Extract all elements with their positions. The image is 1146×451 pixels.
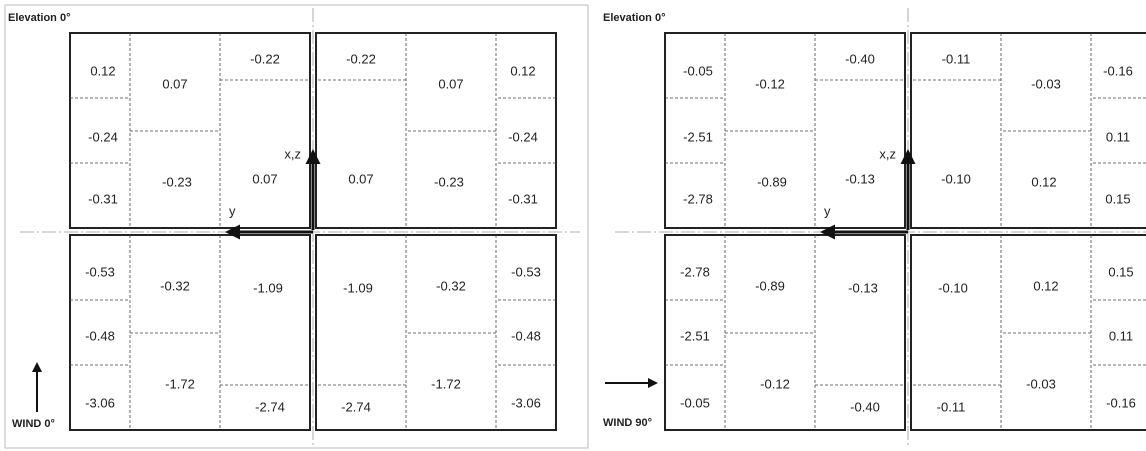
quadrant	[664, 32, 906, 229]
pressure-value: -0.24	[88, 129, 118, 144]
pressure-value: 0.12	[90, 63, 115, 78]
pressure-value: -0.11	[937, 399, 966, 414]
pressure-value: -0.10	[938, 280, 968, 295]
panel-frame	[4, 4, 589, 449]
pressure-value: -0.40	[845, 51, 875, 66]
pressure-value: -0.13	[848, 280, 878, 295]
pressure-value: -0.22	[346, 51, 376, 66]
pressure-value: -2.51	[680, 328, 710, 343]
pressure-value: -0.31	[88, 191, 118, 206]
panel-title: Elevation 0°	[8, 12, 70, 24]
pressure-value: 0.07	[252, 171, 277, 186]
pressure-value: -0.03	[1031, 76, 1061, 91]
pressure-value: -0.24	[508, 129, 538, 144]
quadrant	[910, 32, 1146, 229]
pressure-value: -1.72	[165, 376, 195, 391]
quadrant	[69, 234, 311, 431]
pressure-value: -1.09	[253, 280, 283, 295]
pressure-value: -2.78	[680, 264, 710, 279]
pressure-value: -0.31	[508, 191, 538, 206]
pressure-value: 0.12	[510, 63, 535, 78]
pressure-value: 0.12	[1031, 174, 1056, 189]
pressure-value: 0.15	[1108, 264, 1133, 279]
pressure-value: -2.74	[341, 399, 371, 414]
pressure-value: -0.48	[85, 328, 115, 343]
axis-label: y	[824, 203, 831, 218]
pressure-value: -0.53	[511, 264, 541, 279]
pressure-value: -0.13	[845, 171, 875, 186]
pressure-value: -3.06	[85, 395, 115, 410]
pressure-value: -0.40	[850, 399, 880, 414]
pressure-value: -0.11	[942, 51, 971, 66]
pressure-value: -0.32	[160, 278, 190, 293]
pressure-value: 0.11	[1109, 328, 1133, 343]
pressure-value: -0.03	[1026, 376, 1056, 391]
wind-label: WIND 0°	[12, 418, 55, 430]
pressure-value: -1.09	[343, 280, 373, 295]
pressure-value: -0.12	[760, 376, 790, 391]
pressure-value: -1.72	[431, 376, 461, 391]
pressure-value: -0.22	[250, 51, 280, 66]
pressure-value: -2.78	[683, 191, 713, 206]
pressure-value: 0.11	[1106, 129, 1130, 144]
pressure-value: -0.12	[755, 76, 785, 91]
pressure-value: -0.23	[434, 174, 464, 189]
axis-label: x,z	[879, 146, 896, 161]
pressure-value: -2.74	[255, 399, 285, 414]
pressure-value: -0.16	[1106, 395, 1136, 410]
quadrant	[69, 32, 311, 229]
pressure-value: -0.05	[683, 63, 713, 78]
quadrant	[664, 234, 906, 431]
pressure-value: 0.07	[348, 171, 373, 186]
pressure-value: -0.05	[680, 395, 710, 410]
pressure-value: -0.10	[941, 171, 971, 186]
panel-title: Elevation 0°	[603, 12, 665, 24]
pressure-value: 0.15	[1105, 191, 1130, 206]
pressure-value: 0.07	[438, 76, 463, 91]
pressure-value: -0.89	[755, 278, 785, 293]
pressure-value: 0.12	[1033, 278, 1058, 293]
axis-label: x,z	[284, 146, 301, 161]
quadrant	[315, 234, 557, 431]
quadrant	[315, 32, 557, 229]
axis-label: y	[229, 203, 236, 218]
pressure-value: -0.16	[1103, 63, 1133, 78]
pressure-value: 0.07	[162, 76, 187, 91]
quadrant	[910, 234, 1146, 431]
pressure-value: -0.48	[511, 328, 541, 343]
pressure-value: -3.06	[511, 395, 541, 410]
pressure-value: -0.53	[85, 264, 115, 279]
pressure-value: -2.51	[683, 129, 713, 144]
pressure-value: -0.89	[757, 174, 787, 189]
pressure-value: -0.23	[162, 174, 192, 189]
wind-label: WIND 90°	[603, 417, 652, 429]
pressure-value: -0.32	[436, 278, 466, 293]
